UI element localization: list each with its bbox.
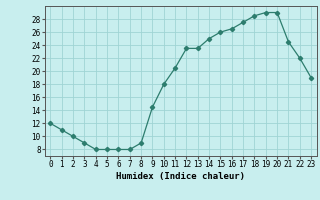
X-axis label: Humidex (Indice chaleur): Humidex (Indice chaleur)	[116, 172, 245, 181]
